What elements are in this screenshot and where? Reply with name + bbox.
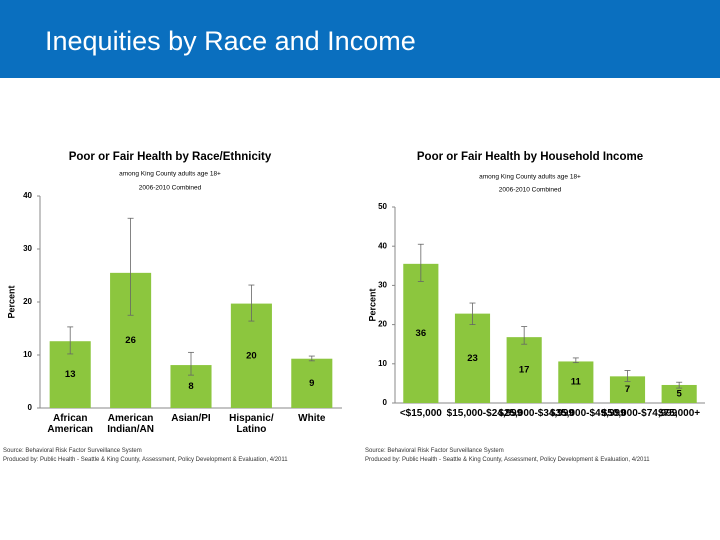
value-label: 11 — [571, 377, 582, 388]
y-tick-label: 30 — [378, 281, 387, 290]
y-tick-label: 10 — [378, 359, 387, 368]
header-band — [0, 0, 720, 78]
produced-by-note: Produced by: Public Health - Seattle & K… — [365, 457, 650, 463]
bar — [661, 384, 697, 403]
chart-subtitle: 2006-2010 Combined — [139, 185, 202, 192]
bar — [454, 313, 491, 403]
chart-subtitle: 2006-2010 Combined — [499, 187, 562, 194]
value-label: 13 — [65, 369, 76, 380]
y-tick-label: 20 — [378, 320, 387, 329]
value-label: 9 — [309, 378, 314, 389]
y-tick-label: 40 — [23, 191, 32, 200]
x-tick-label: $35,000-$49,999 — [550, 408, 626, 419]
y-tick-label: 0 — [383, 398, 388, 407]
chart-subtitle: among King County adults age 18+ — [479, 174, 581, 181]
value-label: 7 — [625, 384, 630, 395]
bar — [558, 361, 594, 403]
value-label: 26 — [125, 335, 136, 346]
bar — [403, 263, 439, 403]
y-tick-label: 40 — [378, 241, 387, 250]
y-tick-label: 10 — [23, 350, 32, 359]
chart-title: Poor or Fair Health by Household Income — [417, 151, 643, 163]
y-tick-label: 0 — [28, 403, 33, 412]
chart-subtitle: among King County adults age 18+ — [119, 171, 221, 178]
source-note: Source: Behavioral Risk Factor Surveilla… — [3, 448, 142, 454]
x-tick-label: American Indian/AN — [107, 413, 154, 435]
slide-title: Inequities by Race and Income — [45, 26, 416, 56]
y-tick-label: 30 — [23, 244, 32, 253]
bar — [291, 358, 333, 408]
value-label: 17 — [519, 365, 530, 376]
value-label: 23 — [467, 353, 478, 364]
x-tick-label: $50,000-$74,999 — [601, 408, 678, 419]
x-tick-label: Hispanic/ Latino — [229, 413, 274, 435]
source-note: Source: Behavioral Risk Factor Surveilla… — [365, 448, 504, 454]
x-tick-label: <$15,000 — [399, 408, 442, 419]
bar — [506, 337, 542, 403]
y-axis-label: Percent — [367, 288, 377, 321]
y-tick-label: 50 — [378, 202, 387, 211]
produced-by-note: Produced by: Public Health - Seattle & K… — [3, 457, 288, 463]
y-tick-label: 20 — [23, 297, 32, 306]
x-tick-label: White — [298, 413, 326, 424]
x-tick-label: $15,000-$24,999 — [446, 408, 523, 419]
x-tick-label: African American — [47, 413, 93, 435]
value-label: 8 — [188, 381, 193, 392]
value-label: 5 — [677, 388, 683, 399]
value-label: 20 — [246, 350, 257, 361]
chart-title: Poor or Fair Health by Race/Ethnicity — [69, 151, 272, 163]
x-tick-label: Asian/PI — [171, 413, 211, 424]
value-label: 36 — [416, 328, 427, 339]
x-tick-label: $75,000+ — [658, 408, 701, 419]
x-tick-label: $25,000-$34,999 — [498, 408, 574, 419]
y-axis-label: Percent — [6, 285, 16, 318]
